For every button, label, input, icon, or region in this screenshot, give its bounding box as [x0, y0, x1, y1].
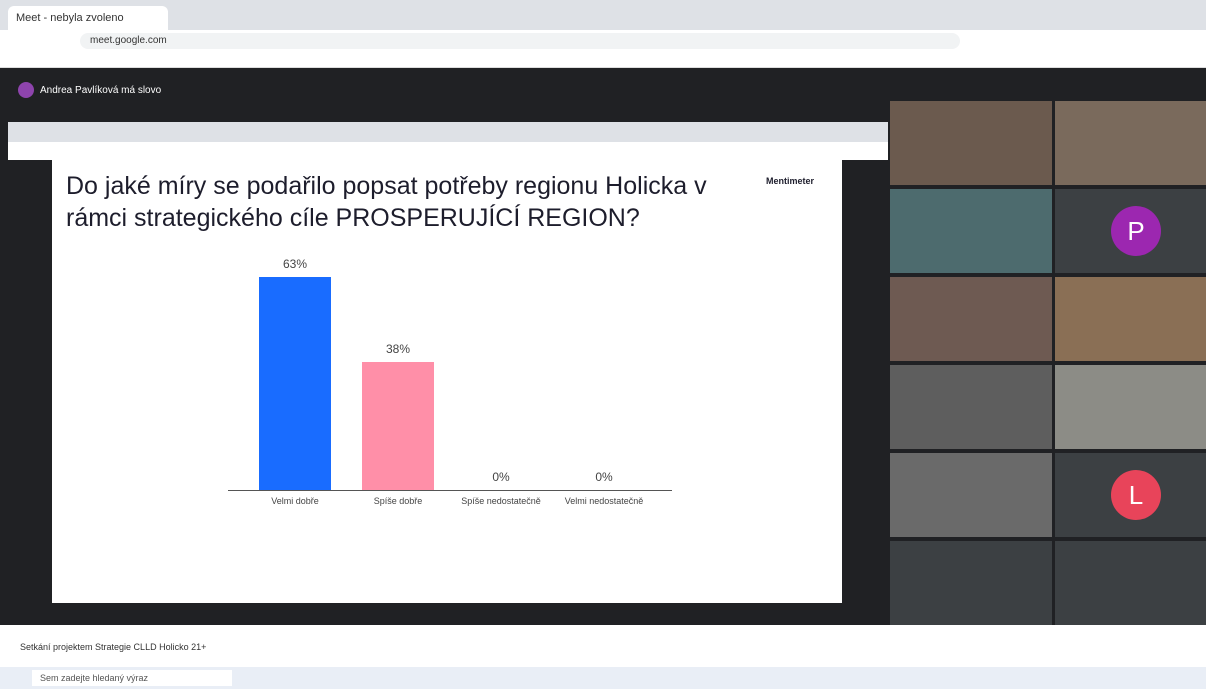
presenter-icon [18, 82, 34, 98]
shared-browser-address [8, 142, 888, 160]
participant-tile: P [1055, 189, 1206, 273]
chart-title: Do jaké míry se podařilo popsat potřeby … [66, 170, 746, 234]
baseline [228, 490, 672, 491]
participant-tile [1055, 277, 1206, 361]
value-label: 0% [451, 470, 551, 484]
participant-tile [890, 101, 1052, 185]
participant-tile [890, 541, 1052, 625]
url[interactable]: meet.google.com [80, 33, 960, 49]
browser-tab[interactable]: Meet - nebyla zvoleno [8, 6, 168, 30]
participant-tile [1055, 365, 1206, 449]
meeting-name: Setkání projektem Strategie CLLD Holicko… [20, 642, 206, 652]
category-label: Velmi nedostatečně [554, 496, 654, 507]
brand: Mentimeter [766, 176, 814, 186]
participant-avatar: L [1111, 470, 1161, 520]
category-label: Velmi dobře [245, 496, 345, 507]
participant-tile [890, 277, 1052, 361]
bar [259, 277, 331, 490]
participant-avatar: P [1111, 206, 1161, 256]
value-label: 0% [554, 470, 654, 484]
category-label: Spíše nedostatečně [451, 496, 551, 507]
bar [362, 362, 434, 490]
participant-tile [890, 189, 1052, 273]
value-label: 63% [245, 257, 345, 271]
participant-tile [890, 365, 1052, 449]
presenter-text: Andrea Pavlíková má slovo [40, 85, 161, 96]
participant-tile [1055, 541, 1206, 625]
participant-tile [890, 453, 1052, 537]
tab-bar [0, 0, 1206, 30]
presenter-banner: Andrea Pavlíková má slovo [18, 80, 161, 100]
participant-tile [1055, 101, 1206, 185]
category-label: Spíše dobře [348, 496, 448, 507]
value-label: 38% [348, 342, 448, 356]
participant-tile: L [1055, 453, 1206, 537]
bookmarks-bar [0, 52, 1206, 68]
taskbar-search[interactable]: Sem zadejte hledaný výraz [32, 670, 232, 686]
screen: Meet - nebyla zvoleno meet.google.com An… [0, 0, 1206, 689]
